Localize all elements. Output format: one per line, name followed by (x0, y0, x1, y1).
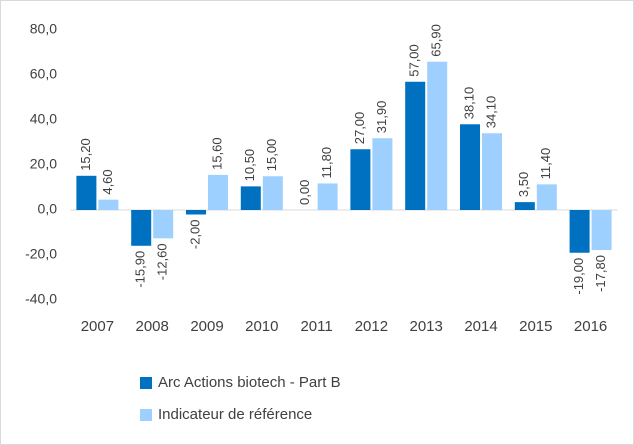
x-tick-label: 2014 (464, 318, 497, 335)
value-label: 0,00 (297, 180, 312, 205)
bar (405, 81, 426, 210)
legend-swatch (140, 377, 152, 389)
value-label: -19,00 (571, 258, 586, 295)
y-tick-label: 0,0 (38, 201, 58, 217)
value-label: -2,00 (187, 220, 202, 250)
bar (427, 61, 448, 210)
legend-swatch (140, 409, 152, 421)
value-label: -12,60 (155, 243, 170, 280)
bar (131, 210, 152, 246)
y-tick-label: -20,0 (25, 246, 57, 262)
value-label: 3,50 (516, 172, 531, 197)
bar (536, 184, 557, 210)
value-label: 15,60 (209, 137, 224, 170)
bar (460, 124, 480, 210)
x-tick-label: 2011 (300, 318, 332, 335)
bar (482, 133, 502, 210)
y-tick-label: 40,0 (30, 111, 57, 127)
bar (153, 210, 174, 239)
bar (317, 183, 338, 210)
bar (186, 210, 206, 215)
bar (350, 149, 371, 210)
value-label: 31,90 (374, 101, 389, 134)
value-label: -17,80 (593, 255, 608, 292)
x-tick-label: 2013 (410, 318, 443, 335)
x-tick-label: 2008 (136, 318, 169, 335)
value-label: 10,50 (242, 149, 257, 182)
y-tick-label: -40,0 (25, 291, 57, 307)
value-label: 15,00 (264, 139, 279, 172)
value-label: 38,10 (461, 87, 476, 120)
value-label: -15,90 (133, 251, 148, 288)
bar (514, 202, 535, 210)
legend-label: Arc Actions biotech - Part B (158, 374, 341, 391)
bar (98, 199, 119, 210)
y-tick-label: 80,0 (30, 21, 57, 37)
bar (262, 176, 283, 210)
y-tick-label: 20,0 (30, 156, 57, 172)
value-label: 57,00 (407, 44, 422, 77)
bar (76, 175, 97, 210)
bar (208, 174, 228, 210)
value-label: 65,90 (429, 24, 444, 57)
value-label: 34,10 (483, 96, 498, 129)
legend-label: Indicateur de référence (158, 406, 312, 423)
value-label: 4,60 (100, 169, 115, 194)
x-tick-label: 2009 (190, 318, 223, 335)
bar (569, 210, 590, 253)
x-tick-label: 2007 (81, 318, 114, 335)
x-tick-label: 2010 (245, 318, 278, 335)
value-label: 11,40 (538, 148, 553, 180)
y-tick-label: 60,0 (30, 66, 57, 82)
bar (372, 138, 393, 210)
value-label: 27,00 (352, 112, 367, 145)
bar (240, 186, 261, 210)
value-label: 11,80 (319, 147, 334, 179)
x-tick-label: 2012 (355, 318, 388, 335)
x-tick-label: 2016 (574, 318, 607, 335)
value-label: 15,20 (78, 138, 93, 171)
x-tick-label: 2015 (519, 318, 552, 335)
bar (591, 210, 612, 251)
